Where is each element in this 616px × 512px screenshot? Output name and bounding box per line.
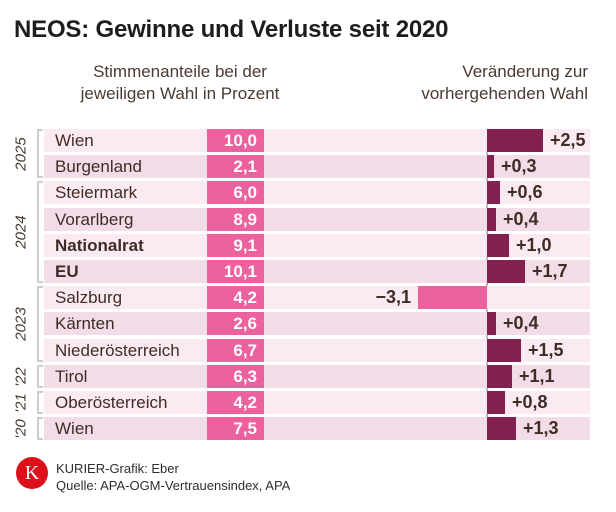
chart-row: Tirol 6,3 +1,1 [44,365,590,388]
change-value: −3,1 [375,287,411,307]
change-bar [487,234,509,257]
year-label: '22 [12,366,30,387]
chart-row: Kärnten 2,6 +0,4 [44,312,590,335]
footer: K KURIER-Grafik: Eber Quelle: APA-OGM-Ve… [16,457,290,494]
region-label: Vorarlberg [55,210,134,229]
year-label: 2025 [12,136,30,171]
change-value: +0,3 [501,156,537,176]
chart-title: NEOS: Gewinne und Verluste seit 2020 [14,16,449,43]
change-value: +1,7 [532,261,568,281]
share-value: 6,0 [207,181,264,204]
share-value: 9,1 [207,234,264,257]
region-label: Kärnten [55,314,115,333]
year-label: 2023 [12,307,30,341]
region-label: Burgenland [55,157,142,176]
chart-row: Niederösterreich 6,7 +1,5 [44,339,590,362]
column-header-share: Stimmenanteile bei der jeweiligen Wahl i… [45,61,315,105]
change-value: +1,5 [528,340,564,360]
credit-line: KURIER-Grafik: Eber [56,461,179,476]
column-header-change-line1: Veränderung zur [462,62,588,81]
chart-row: Salzburg 4,2 −3,1 [44,286,590,309]
region-label: Niederösterreich [55,341,180,360]
year-group-bracket [37,286,43,362]
region-label: Steiermark [55,183,138,202]
year-group-bracket [37,181,43,283]
source-line: Quelle: APA-OGM-Vertrauensindex, APA [56,478,291,493]
chart-row: Burgenland 2,1 +0,3 [44,155,590,178]
change-bar [487,312,496,335]
change-bar [487,155,494,178]
share-value: 4,2 [207,286,264,309]
zero-baseline [486,129,488,440]
region-label: Salzburg [55,288,123,307]
year-group-bracket [37,365,43,388]
chart-row: Wien 10,0 +2,5 [44,129,590,152]
change-value: +0,6 [507,182,543,202]
share-value: 6,7 [207,339,264,362]
region-label: Oberösterreich [55,393,168,412]
year-group-bracket [37,417,43,440]
share-value: 2,1 [207,155,264,178]
change-value: +1,1 [519,366,555,386]
change-value: +0,4 [503,313,539,333]
year-group-bracket [37,391,43,414]
share-value: 10,1 [207,260,264,283]
year-label: '20 [12,418,30,439]
change-bar [487,417,516,440]
year-group-bracket [37,129,43,178]
region-label: Tirol [55,367,88,386]
change-value: +1,3 [523,418,559,438]
change-bar [487,129,543,152]
chart-row: Vorarlberg 8,9 +0,4 [44,208,590,231]
column-header-share-line1: Stimmenanteile bei der [93,62,267,81]
share-value: 2,6 [207,312,264,335]
kurier-logo: K [16,457,48,489]
change-bar [487,181,500,204]
share-value: 6,3 [207,365,264,388]
share-value: 7,5 [207,417,264,440]
chart-row: Wien 7,5 +1,3 [44,417,590,440]
change-bar [487,208,496,231]
region-label: Wien [55,419,94,438]
column-header-change-line2: vorhergehenden Wahl [421,84,588,103]
year-label: 2024 [12,215,30,249]
chart-row: Nationalrat 9,1 +1,0 [44,234,590,257]
change-bar [487,339,521,362]
change-bar [487,365,512,388]
change-value: +0,8 [512,392,548,412]
change-value: +0,4 [503,209,539,229]
column-header-change: Veränderung zur vorhergehenden Wahl [330,61,588,105]
chart-row: Oberösterreich 4,2 +0,8 [44,391,590,414]
year-label: '21 [12,392,30,413]
credits: KURIER-Grafik: Eber Quelle: APA-OGM-Vert… [56,457,290,494]
column-header-share-line2: jeweiligen Wahl in Prozent [80,84,280,103]
share-value: 4,2 [207,391,264,414]
region-label: Wien [55,131,94,150]
change-value: +2,5 [550,130,586,150]
chart-row: EU 10,1 +1,7 [44,260,590,283]
share-value: 8,9 [207,208,264,231]
region-label: Nationalrat [55,236,144,255]
share-value: 10,0 [207,129,264,152]
region-label: EU [55,262,79,281]
change-value: +1,0 [516,235,552,255]
change-bar [418,286,487,309]
change-bar [487,260,525,283]
change-bar [487,391,505,414]
chart-row: Steiermark 6,0 +0,6 [44,181,590,204]
